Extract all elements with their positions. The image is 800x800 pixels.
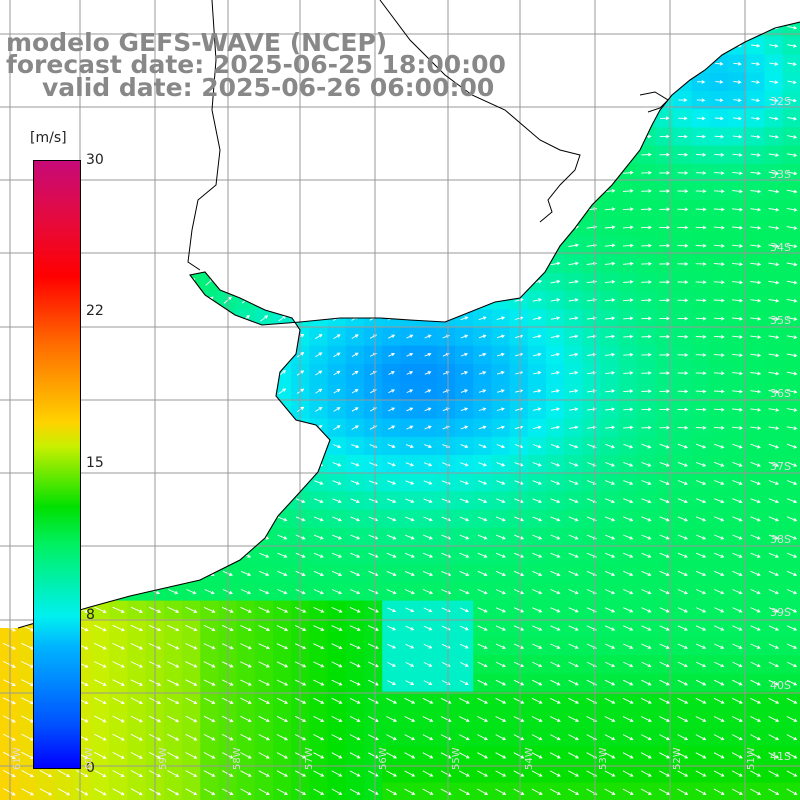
legend-tick-30: 30 [86, 152, 104, 168]
lon-label: 60W [84, 747, 95, 770]
lat-label: 36S [770, 387, 791, 400]
lon-label: 57W [304, 747, 315, 770]
lat-label: 38S [770, 533, 791, 546]
lat-label: 39S [770, 606, 791, 619]
lon-label: 51W [746, 747, 757, 770]
lat-label: 37S [770, 460, 791, 473]
lat-label: 41S [770, 750, 791, 763]
coastline [17, 21, 800, 629]
lon-label: 58W [232, 747, 243, 770]
border-argentina-uruguay [187, 0, 221, 271]
lon-label: 59W [158, 747, 169, 770]
lat-label: 33S [770, 168, 791, 181]
lon-label: 56W [378, 747, 389, 770]
lon-label: 61W [12, 747, 23, 770]
lat-label: 32S [770, 95, 791, 108]
legend-unit: [m/s] [30, 130, 67, 146]
lon-label: 52W [672, 747, 683, 770]
title-valid-date: valid date: 2025-06-26 06:00:00 [42, 73, 495, 102]
legend-tick-0: 0 [86, 760, 95, 776]
border-uruguay-brazil [379, 0, 581, 223]
lon-label: 55W [451, 747, 462, 770]
lat-label: 35S [770, 314, 791, 327]
lon-label: 54W [524, 747, 535, 770]
title-model: modelo GEFS-WAVE (NCEP) [6, 28, 388, 57]
lagoon-outline [639, 91, 669, 113]
legend-tick-22: 22 [86, 303, 104, 319]
lon-label: 53W [598, 747, 609, 770]
legend-tick-15: 15 [86, 455, 104, 471]
lat-label: 34S [770, 241, 791, 254]
legend-tick-8: 8 [86, 607, 95, 623]
legend-colorbar [33, 160, 81, 769]
lat-label: 40S [770, 679, 791, 692]
title-forecast-date: forecast date: 2025-06-25 18:00:00 [6, 50, 506, 79]
